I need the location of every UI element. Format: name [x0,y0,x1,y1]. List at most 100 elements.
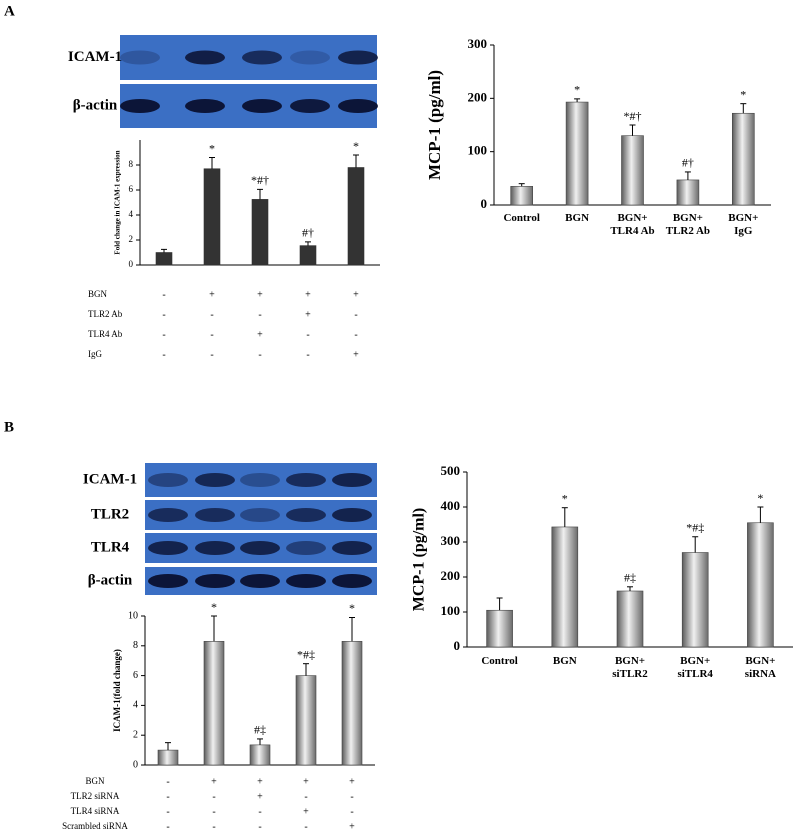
x-tick-label: BGN+ TLR2 Ab [665,212,711,237]
treatment-mark: - [166,791,169,802]
blot-band [120,50,160,65]
treatment-mark: - [304,821,307,832]
treatment-mark: + [305,309,311,320]
significance-label: * [353,139,359,153]
y-tick-label: 0 [454,638,461,653]
treatment-mark: - [166,821,169,832]
blot-band [240,574,280,588]
significance-label: *#‡ [686,521,704,535]
bar [341,641,363,766]
y-tick-label: 0 [481,196,488,211]
significance-label: * [211,600,217,614]
bar [203,168,221,266]
blot-label: β-actin [88,572,133,588]
blot-band [195,508,235,522]
y-tick-label: 2 [129,234,134,244]
significance-label: #† [302,226,314,240]
bar [676,179,700,206]
y-tick-label: 2 [133,729,138,740]
treatment-mark: + [209,289,215,300]
y-tick-label: 10 [128,610,138,621]
significance-label: *#† [624,109,642,123]
treatment-label: BGN [88,289,108,299]
y-axis-label: ICAM-1(fold change) [112,649,122,732]
bar [295,675,317,766]
panel-label: A [4,3,15,19]
y-tick-label: 0 [129,259,134,269]
bar [731,112,755,206]
blot-band [338,99,378,113]
blot-band [120,99,160,113]
y-tick-label: 4 [129,209,134,219]
y-tick-label: 200 [468,89,488,104]
blot-band [185,99,225,113]
blot-band [148,574,188,588]
blot-band [148,541,188,555]
bar [249,744,271,766]
x-tick-label: BGN+ IgG [728,212,759,237]
bar [565,101,589,206]
blot-label: TLR4 [91,539,130,555]
treatment-mark: - [166,806,169,817]
x-tick-label: BGN+ siTLR2 [612,655,648,680]
treatment-mark: + [305,289,311,300]
treatment-mark: - [166,776,169,787]
treatment-mark: - [354,309,357,320]
bar [203,641,225,766]
treatment-mark: - [354,329,357,340]
y-tick-label: 300 [441,533,461,548]
blot-label: β-actin [73,97,118,113]
significance-label: *#† [251,173,269,187]
bar [681,552,709,648]
y-axis-label: MCP-1 (pg/ml) [425,70,444,180]
treatment-mark: + [349,821,355,832]
blot-band [240,473,280,487]
treatment-mark: - [258,349,261,360]
y-tick-label: 500 [441,463,461,478]
treatment-label: TLR2 Ab [88,309,123,319]
blot-band [290,50,330,65]
treatment-mark: - [258,806,261,817]
blot-band [242,99,282,113]
treatment-mark: + [257,791,263,802]
y-tick-label: 100 [441,603,461,618]
blot-band [332,541,372,555]
treatment-mark: + [257,289,263,300]
treatment-label: TLR4 siRNA [71,806,120,816]
treatment-mark: - [212,821,215,832]
blot-band [240,508,280,522]
bar [621,135,644,206]
y-tick-label: 8 [133,640,138,651]
treatment-mark: - [258,309,261,320]
blot-band [240,541,280,555]
blot-band [195,541,235,555]
blot-band [185,50,225,65]
y-tick-label: 100 [468,143,488,158]
bar [486,609,513,648]
y-axis-label: MCP-1 (pg/ml) [411,508,428,612]
treatment-mark: - [212,791,215,802]
bar [510,186,534,206]
treatment-mark: + [349,776,355,787]
bar [551,526,579,648]
x-tick-label: Control [503,212,540,224]
x-tick-label: BGN [552,655,577,667]
treatment-mark: - [162,289,165,300]
blot-label: ICAM-1 [68,49,122,65]
treatment-mark: - [162,329,165,340]
treatment-label: TLR2 siRNA [71,791,120,801]
bar [157,749,179,766]
treatment-mark: - [210,309,213,320]
significance-label: #‡ [624,571,636,585]
blot-band [195,473,235,487]
blot-band [332,574,372,588]
treatment-mark: + [257,776,263,787]
bar [251,199,269,266]
blot-label: TLR2 [91,506,129,522]
significance-label: * [574,83,580,97]
y-axis-label: Fold change in ICAM-1 expression [114,150,122,254]
treatment-mark: + [353,349,359,360]
treatment-mark: - [212,806,215,817]
treatment-mark: - [210,349,213,360]
